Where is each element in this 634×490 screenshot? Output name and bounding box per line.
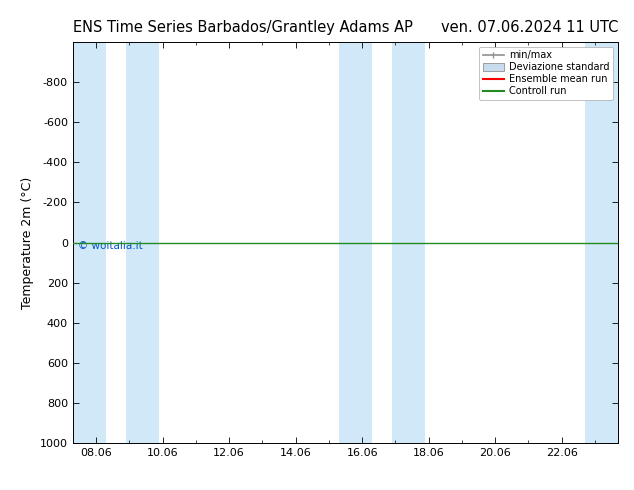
Bar (339, 42, 372, 443)
Bar (392, 42, 425, 443)
Text: © woitalia.it: © woitalia.it (79, 241, 143, 250)
Text: ENS Time Series Barbados/Grantley Adams AP: ENS Time Series Barbados/Grantley Adams … (73, 20, 413, 35)
Bar (585, 42, 618, 443)
Bar (126, 42, 159, 443)
Text: ven. 07.06.2024 11 UTC: ven. 07.06.2024 11 UTC (441, 20, 618, 35)
Legend: min/max, Deviazione standard, Ensemble mean run, Controll run: min/max, Deviazione standard, Ensemble m… (479, 47, 613, 100)
Bar (73, 42, 106, 443)
Y-axis label: Temperature 2m (°C): Temperature 2m (°C) (22, 176, 34, 309)
